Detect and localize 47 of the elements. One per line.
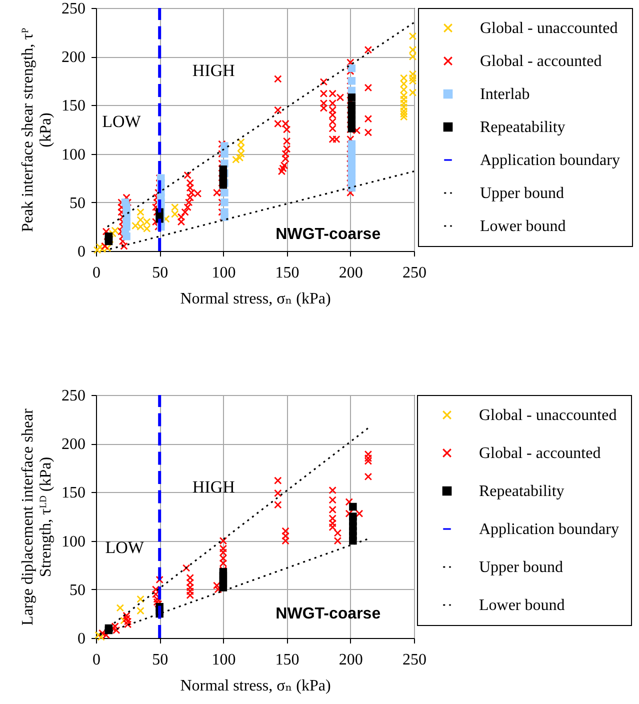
x-tick-label: 200 [338, 264, 363, 282]
legend-label: Upper bound [479, 559, 563, 576]
legend-label: Interlab [480, 86, 530, 103]
legend-label: Application boundary [480, 152, 620, 169]
y-tick-label: 150 [62, 484, 86, 502]
y-axis-title: Large diplacement interface shear Strength, τᴸᴰ (kPa) [20, 408, 54, 626]
y-axis-title: Peak interface shear strength, τᴾ (kPa) [20, 27, 54, 232]
x-axis-title: Normal stress, σₙ (kPa) [180, 290, 331, 308]
y-tick-label: 50 [70, 582, 86, 599]
annotation: NWGT-coarse [276, 226, 381, 243]
x-tick-label: 250 [402, 652, 426, 668]
legend-label: Lower bound [480, 218, 566, 235]
legend-label: Global - unaccounted [480, 20, 618, 37]
legend-label: Global - accounted [480, 53, 602, 70]
y-tick-label: 0 [78, 630, 86, 648]
x-tick-label: 0 [92, 652, 100, 668]
y-tick-label: 150 [62, 98, 86, 115]
x-tick-label: 50 [152, 652, 168, 668]
y-tick-label: 0 [78, 244, 86, 260]
legend-label: Application boundary [479, 521, 619, 538]
x-tick-label: 100 [212, 264, 236, 282]
y-tick-label: 200 [62, 49, 86, 66]
legend-label: Upper bound [480, 185, 564, 202]
y-tick-label: 250 [62, 0, 86, 18]
annotation: LOW [102, 112, 142, 132]
x-tick-label: 150 [275, 652, 300, 668]
annotation: HIGH [192, 61, 235, 80]
x-tick-label: 100 [212, 652, 236, 668]
annotation: NWGT-coarse [276, 606, 381, 623]
y-tick-label: 100 [62, 533, 86, 550]
legend-label: Lower bound [479, 597, 565, 614]
annotation: HIGH [192, 477, 235, 496]
x-tick-label: 150 [275, 264, 300, 282]
x-tick-label: 250 [402, 264, 426, 282]
x-tick-label: 0 [92, 264, 100, 282]
y-tick-label: 200 [62, 436, 86, 454]
y-tick-label: 50 [70, 194, 86, 212]
y-tick-label: 250 [62, 388, 86, 404]
x-axis-title: Normal stress, σₙ (kPa) [180, 678, 331, 694]
x-tick-label: 200 [338, 652, 363, 668]
x-tick-label: 50 [152, 264, 168, 282]
annotation: LOW [105, 538, 145, 558]
legend-label: Global - unaccounted [479, 407, 617, 424]
legend-label: Repeatability [479, 483, 564, 500]
y-tick-label: 100 [62, 146, 86, 164]
legend-label: Global - accounted [479, 445, 601, 462]
legend-label: Repeatability [480, 119, 566, 136]
